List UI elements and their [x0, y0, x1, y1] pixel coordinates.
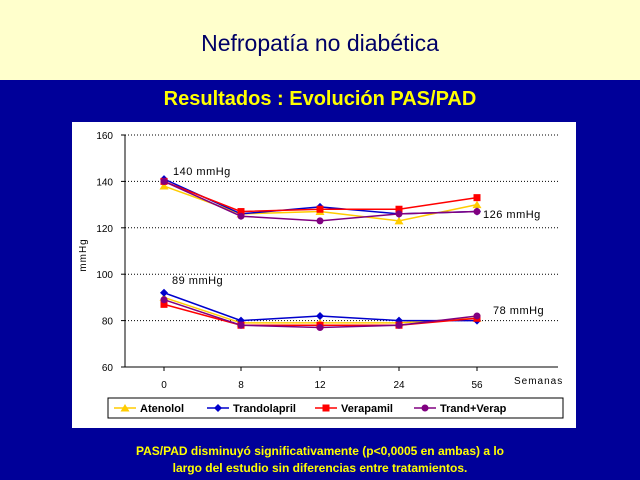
data-point	[473, 194, 481, 202]
y-tick-label: 160	[96, 131, 113, 142]
data-point	[160, 300, 168, 308]
chart-annotation: 89 mmHg	[172, 275, 223, 287]
legend-marker	[120, 404, 130, 412]
y-tick-label: 60	[102, 363, 114, 374]
legend-marker	[421, 404, 429, 412]
data-point	[237, 212, 245, 220]
y-tick-label: 120	[96, 224, 113, 235]
data-point	[395, 210, 403, 218]
chart-annotation: 140 mmHg	[173, 166, 231, 178]
footer-note: PAS/PAD disminuyó significativamente (p<…	[0, 443, 640, 477]
y-tick-label: 140	[96, 177, 113, 188]
footer-line-2: largo del estudio sin diferencias entre …	[172, 461, 468, 475]
x-tick-label: 24	[393, 380, 405, 391]
data-point	[316, 217, 324, 225]
slide-title: Nefropatía no diabética	[201, 30, 439, 56]
y-tick-label: 100	[96, 270, 113, 281]
legend-label: Trandolapril	[233, 403, 296, 415]
title-band	[0, 0, 640, 80]
x-axis-label: Semanas	[514, 376, 563, 387]
legend-label: Verapamil	[341, 403, 393, 415]
y-tick-label: 80	[102, 317, 114, 328]
data-point	[472, 200, 482, 209]
data-point	[473, 312, 481, 320]
data-point	[237, 208, 245, 216]
data-point	[316, 324, 324, 332]
data-point	[160, 288, 168, 297]
data-point	[395, 205, 403, 213]
x-tick-label: 12	[314, 380, 326, 391]
y-axis-label: mmHg	[78, 238, 89, 271]
legend-label: Atenolol	[140, 403, 184, 415]
data-point	[473, 208, 481, 216]
legend-label: Trand+Verap	[440, 403, 507, 415]
footer-line-1: PAS/PAD disminuyó significativamente (p<…	[135, 444, 504, 458]
x-tick-label: 56	[471, 380, 483, 391]
data-point	[237, 321, 245, 329]
data-point	[160, 177, 168, 185]
data-point	[316, 205, 324, 213]
legend-marker	[322, 404, 330, 412]
data-point	[395, 321, 403, 329]
slide-subtitle: Resultados : Evolución PAS/PAD	[163, 88, 477, 110]
x-tick-label: 8	[238, 380, 244, 391]
chart-annotation: 126 mmHg	[483, 209, 541, 221]
chart-panel: 60 80 100 120 140 160 0 8 12 24 56 Semanas mmHg 140 m…	[72, 122, 576, 428]
data-point	[394, 216, 404, 225]
data-point	[160, 296, 168, 304]
data-point	[316, 311, 324, 320]
chart-annotation: 78 mmHg	[493, 305, 544, 317]
data-point	[159, 182, 169, 190]
line-chart: 60 80 100 120 140 160 0 8 12 24 56 Semanas mmHg 140 m…	[78, 131, 564, 419]
x-tick-label: 0	[161, 380, 167, 391]
legend-marker	[214, 404, 222, 412]
